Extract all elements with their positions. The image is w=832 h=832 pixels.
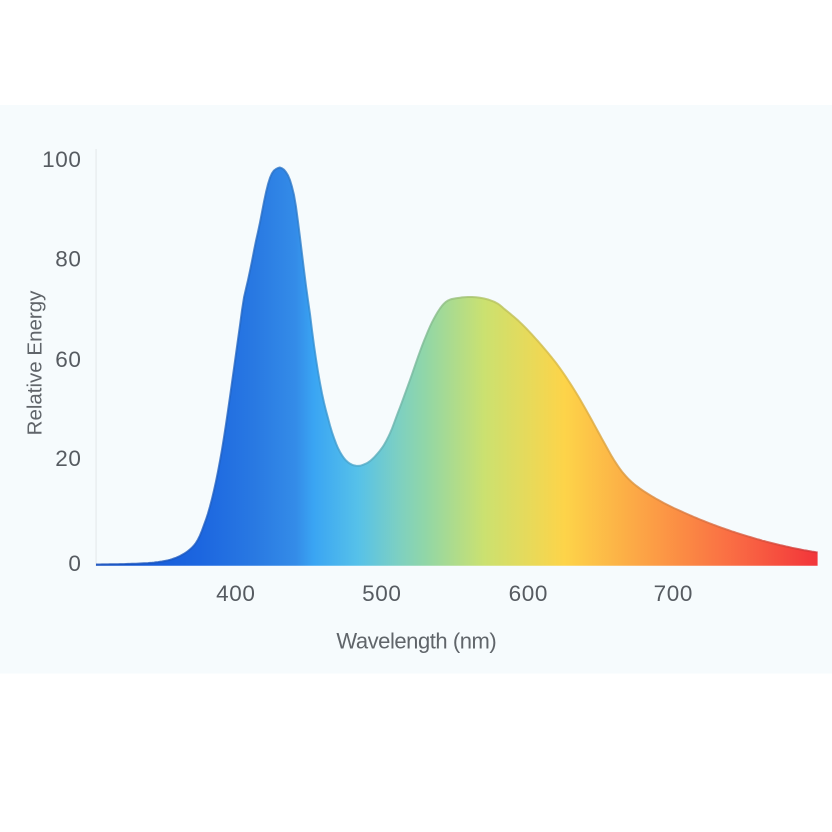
svg-text:400: 400	[216, 581, 255, 606]
svg-text:0: 0	[68, 551, 81, 576]
svg-text:Relative Energy: Relative Energy	[24, 290, 47, 435]
svg-text:500: 500	[362, 581, 401, 606]
svg-text:60: 60	[55, 347, 81, 372]
svg-text:20: 20	[55, 446, 81, 471]
svg-text:80: 80	[55, 247, 81, 272]
svg-text:100: 100	[42, 147, 81, 172]
svg-text:600: 600	[509, 581, 548, 606]
svg-text:Wavelength (nm): Wavelength (nm)	[336, 629, 496, 654]
svg-text:700: 700	[654, 581, 693, 606]
